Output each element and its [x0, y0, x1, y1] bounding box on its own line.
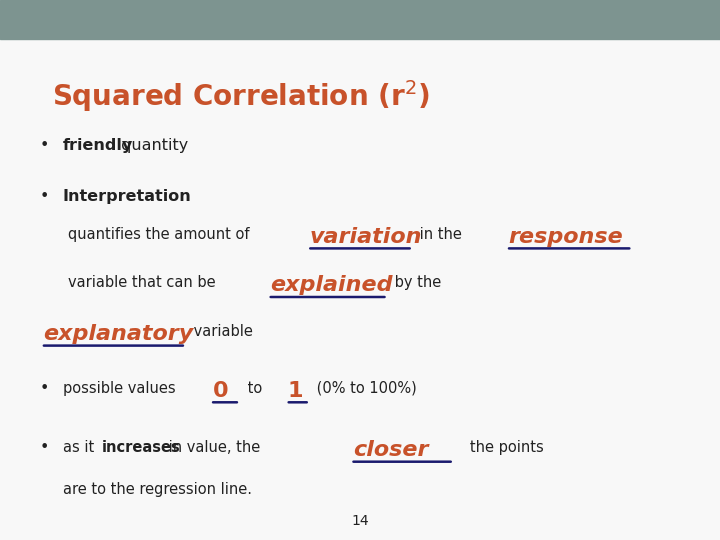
Text: increases: increases — [102, 440, 180, 455]
Text: quantity: quantity — [116, 138, 188, 153]
Text: (0% to 100%): (0% to 100%) — [312, 381, 417, 396]
Text: 14: 14 — [351, 514, 369, 528]
Text: 1: 1 — [288, 381, 304, 401]
Text: possible values: possible values — [63, 381, 175, 396]
Text: to: to — [243, 381, 262, 396]
Text: 0: 0 — [212, 381, 228, 401]
Text: •: • — [40, 189, 49, 204]
Text: friendly: friendly — [63, 138, 133, 153]
Text: explanatory: explanatory — [43, 324, 194, 344]
Text: quantifies the amount of: quantifies the amount of — [68, 227, 250, 242]
Text: Squared Correlation (r$^2$): Squared Correlation (r$^2$) — [52, 78, 430, 114]
Text: •: • — [40, 440, 49, 455]
Text: :: : — [162, 189, 167, 204]
Text: Interpretation: Interpretation — [63, 189, 192, 204]
Text: variation: variation — [310, 227, 422, 247]
Text: response: response — [508, 227, 623, 247]
Text: •: • — [40, 138, 49, 153]
Text: by the: by the — [390, 275, 441, 291]
Text: are to the regression line.: are to the regression line. — [63, 482, 252, 497]
Text: as it: as it — [63, 440, 99, 455]
Text: •: • — [40, 381, 49, 396]
Text: variable that can be: variable that can be — [68, 275, 216, 291]
Text: the points: the points — [456, 440, 544, 455]
Text: in the: in the — [415, 227, 462, 242]
Text: explained: explained — [270, 275, 392, 295]
Text: variable: variable — [189, 324, 253, 339]
Text: closer: closer — [353, 440, 428, 460]
Text: in value, the: in value, the — [164, 440, 261, 455]
